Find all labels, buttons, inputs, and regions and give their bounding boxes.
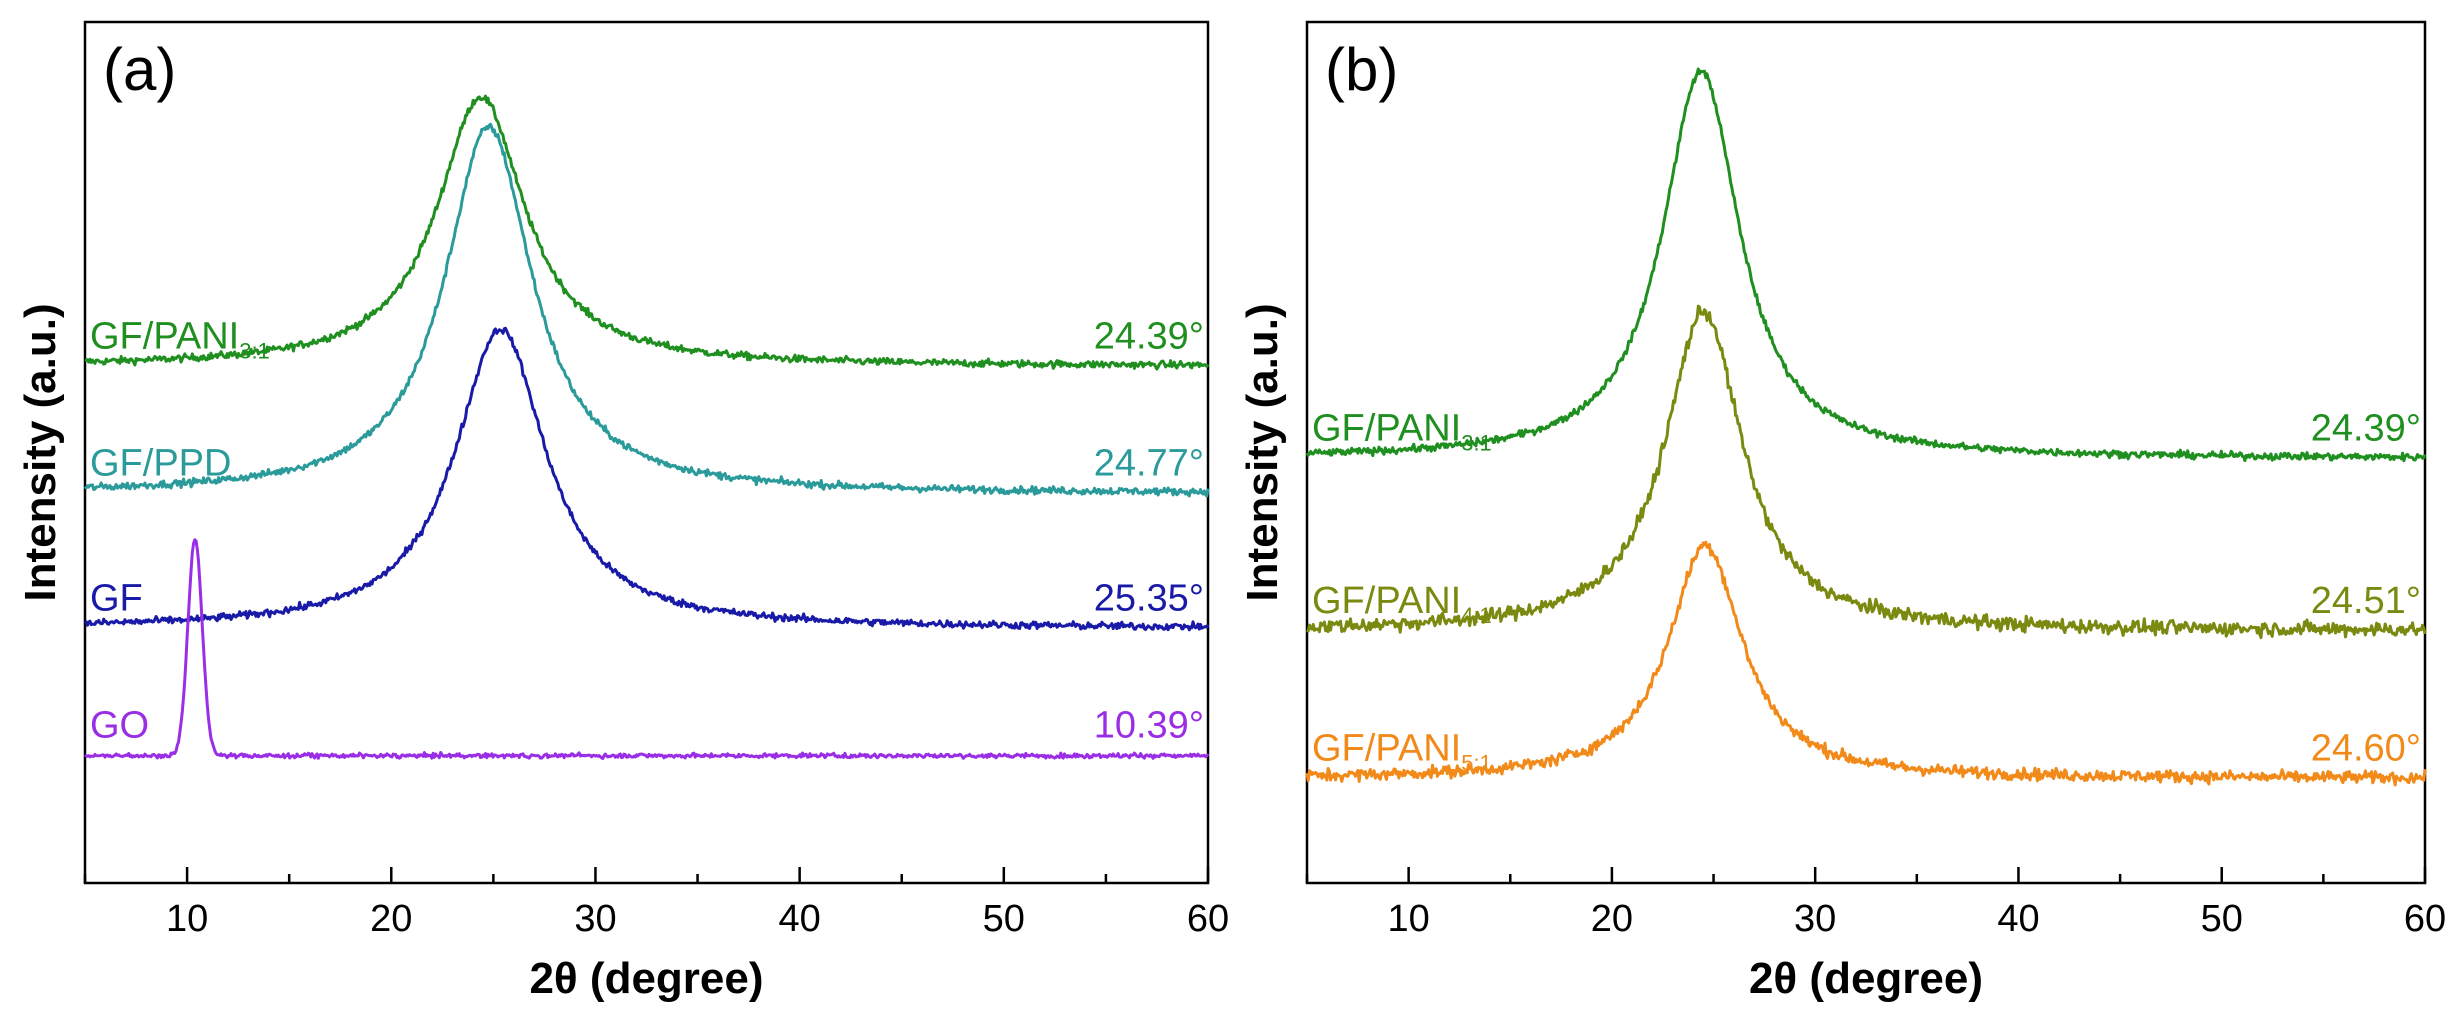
peak-position-label: 24.77° bbox=[1094, 443, 1204, 485]
series-line-gf-pani-5-1 bbox=[1305, 540, 2427, 787]
peak-position-label: 24.39° bbox=[2311, 408, 2421, 450]
y-axis-label: Intensity (a.u.) bbox=[1238, 303, 1287, 601]
series-line-gf bbox=[84, 326, 1210, 632]
series-subscript: 3:1 bbox=[1461, 431, 1492, 456]
x-tick-label: 50 bbox=[983, 898, 1025, 940]
x-tick-label: 10 bbox=[1387, 898, 1429, 940]
x-tick-label: 40 bbox=[778, 898, 820, 940]
panel-b: 10 20 30 40 50 60 2θ (degree) Intensity (a.u.) (… bbox=[1238, 20, 2446, 1003]
x-tick-label: 60 bbox=[2404, 898, 2446, 940]
series-label: GF/PANI4:1 bbox=[1312, 580, 1492, 628]
series-label: GO bbox=[90, 705, 149, 747]
y-axis-label: Intensity (a.u.) bbox=[16, 303, 65, 601]
peak-position-label: 24.51° bbox=[2311, 580, 2421, 622]
series-name: GF bbox=[90, 577, 143, 619]
series-line-gf-pani-3-1 bbox=[1305, 67, 2427, 463]
peak-position-label: 25.35° bbox=[1094, 577, 1204, 619]
plot-frame bbox=[83, 20, 1210, 885]
series-name: GF/PPD bbox=[90, 443, 231, 485]
series-subscript: 5:1 bbox=[1461, 750, 1492, 775]
x-tick-label: 20 bbox=[370, 898, 412, 940]
series-subscript: 3:1 bbox=[239, 338, 270, 363]
panel-label: (b) bbox=[1325, 36, 1398, 103]
x-axis-label: 2θ (degree) bbox=[1749, 954, 1983, 1003]
series-line-go bbox=[84, 538, 1210, 761]
x-tick-label: 20 bbox=[1591, 898, 1633, 940]
series-line-gf-pani-4-1 bbox=[1305, 304, 2427, 640]
x-tick-label: 10 bbox=[166, 898, 208, 940]
series-name: GO bbox=[90, 705, 149, 747]
x-tick-label: 30 bbox=[574, 898, 616, 940]
series-name: GF/PANI bbox=[90, 315, 239, 357]
x-axis-label: 2θ (degree) bbox=[529, 954, 763, 1003]
series-name: GF/PANI bbox=[1312, 408, 1461, 450]
series-label: GF/PANI5:1 bbox=[1312, 727, 1492, 775]
x-tick-label: 40 bbox=[1997, 898, 2039, 940]
panel-label: (a) bbox=[103, 36, 176, 103]
series-line-gf-pani-3-1 bbox=[84, 94, 1210, 371]
x-tick-label: 50 bbox=[2201, 898, 2243, 940]
series-label: GF/PANI3:1 bbox=[90, 315, 270, 363]
series-label: GF/PANI3:1 bbox=[1312, 408, 1492, 456]
peak-position-label: 24.39° bbox=[1094, 315, 1204, 357]
series-label: GF/PPD bbox=[90, 443, 231, 485]
peak-position-label: 24.60° bbox=[2311, 727, 2421, 769]
series-name: GF/PANI bbox=[1312, 580, 1461, 622]
series-name: GF/PANI bbox=[1312, 727, 1461, 769]
x-tick-label: 30 bbox=[1794, 898, 1836, 940]
x-tick-label: 60 bbox=[1187, 898, 1229, 940]
panel-a: 10 20 30 40 50 60 2θ (degree) Intensity (a.u.) (… bbox=[16, 20, 1229, 1003]
series-line-gf-ppd bbox=[83, 122, 1210, 498]
series-subscript: 4:1 bbox=[1461, 603, 1492, 628]
peak-position-label: 10.39° bbox=[1094, 705, 1204, 747]
series-label: GF bbox=[90, 577, 143, 619]
plot-frame bbox=[1305, 20, 2427, 885]
